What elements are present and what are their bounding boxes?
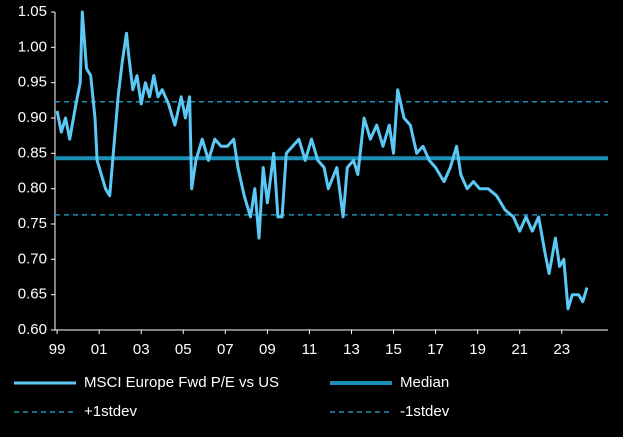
legend-label: +1stdev [84,403,137,420]
y-tick-label: 0.90 [18,109,47,126]
x-tick-label: 15 [385,341,402,358]
y-tick-label: 0.85 [18,144,47,161]
y-tick-label: 0.70 [18,250,47,267]
y-tick-label: 0.80 [18,180,47,197]
x-tick-label: 09 [259,341,276,358]
legend-label: MSCI Europe Fwd P/E vs US [84,374,279,391]
y-tick-label: 1.00 [18,38,47,55]
x-tick-label: 07 [217,341,234,358]
x-tick-label: 01 [91,341,108,358]
x-tick-label: 05 [175,341,192,358]
y-tick-label: 0.75 [18,215,47,232]
x-tick-label: 17 [427,341,444,358]
y-tick-label: 0.95 [18,74,47,91]
x-tick-label: 03 [133,341,150,358]
x-tick-label: 99 [49,341,66,358]
x-tick-label: 13 [343,341,360,358]
x-tick-label: 21 [511,341,528,358]
series-line [55,10,589,311]
x-tick-label: 23 [553,341,570,358]
legend-label: Median [400,374,449,391]
y-tick-label: 0.60 [18,321,47,338]
legend-label: -1stdev [400,403,450,420]
x-tick-label: 11 [302,341,318,358]
y-tick-label: 1.05 [18,3,47,20]
y-tick-label: 0.65 [18,286,47,303]
x-tick-label: 19 [469,341,486,358]
